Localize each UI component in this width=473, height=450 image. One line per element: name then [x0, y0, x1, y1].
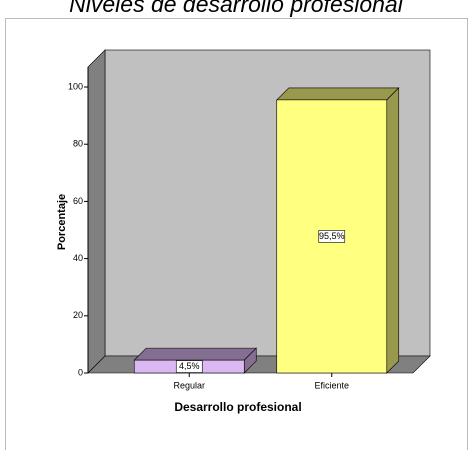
x-tick-label: Eficiente — [314, 380, 349, 390]
value-label: 95,5% — [319, 231, 345, 241]
x-tick-label: Regular — [173, 380, 205, 390]
y-tick-label: 100 — [68, 81, 83, 91]
side-wall — [87, 49, 106, 374]
y-tick-label: 20 — [73, 310, 83, 320]
value-label-box — [318, 230, 346, 243]
bar-top — [276, 87, 400, 101]
value-label-box — [175, 360, 203, 373]
bar: 4,5% — [133, 347, 257, 374]
bar: 95,5% — [276, 87, 400, 374]
y-axis-label: Porcentaje — [56, 194, 68, 250]
chart-title: Niveles de desarrollo profesional — [69, 0, 404, 17]
value-label: 4,5% — [179, 361, 200, 371]
y-tick-label: 0 — [78, 367, 83, 377]
bar-side — [386, 87, 400, 374]
x-axis-label: Desarrollo profesional — [174, 400, 301, 414]
y-tick-label: 80 — [73, 139, 83, 149]
bar-top — [133, 347, 257, 361]
y-tick-label: 40 — [73, 253, 83, 263]
y-tick-label: 60 — [73, 196, 83, 206]
